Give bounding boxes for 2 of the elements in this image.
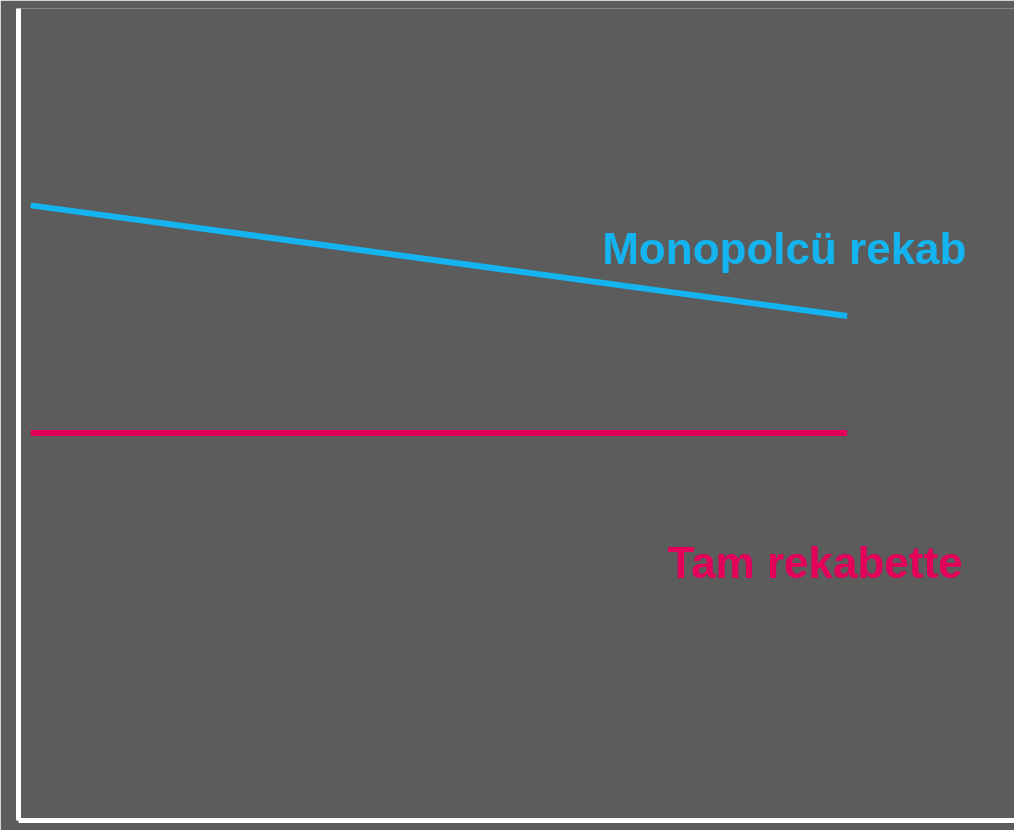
series-label: Monopolcü rekab [602,223,967,273]
text: Tam rekabette [667,537,963,587]
